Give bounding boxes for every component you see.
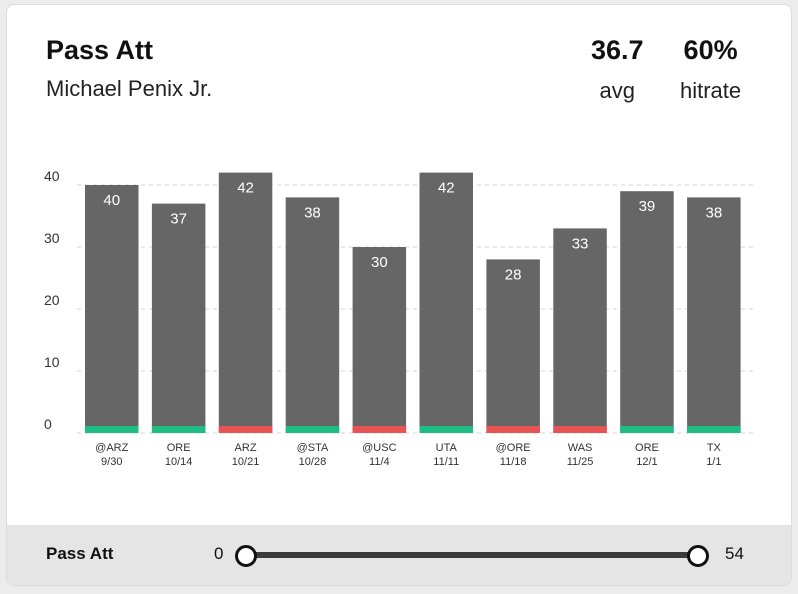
outcome-strip bbox=[553, 426, 607, 433]
x-tick-opponent: @ARZ bbox=[95, 442, 128, 454]
hitrate-label: hitrate bbox=[680, 78, 742, 103]
bar bbox=[687, 197, 741, 433]
outcome-strip bbox=[687, 426, 741, 433]
bar-value-label: 30 bbox=[371, 254, 388, 271]
bar bbox=[352, 247, 407, 433]
y-tick-label: 0 bbox=[44, 416, 52, 432]
x-tick-opponent: @STA bbox=[297, 442, 329, 454]
bar-value-label: 40 bbox=[103, 192, 120, 209]
bar bbox=[553, 228, 607, 433]
bar bbox=[620, 191, 674, 433]
bar bbox=[85, 185, 139, 433]
x-tick-opponent: WAS bbox=[568, 442, 593, 454]
hitrate-stat: 60% hitrate bbox=[680, 35, 741, 104]
bar bbox=[486, 259, 540, 433]
bar-value-label: 39 bbox=[639, 198, 656, 215]
outcome-strip bbox=[352, 426, 407, 433]
prop-card: Pass Att Michael Penix Jr. 36.7 avg 60% … bbox=[6, 4, 792, 586]
outcome-strip bbox=[285, 426, 340, 433]
bar bbox=[419, 172, 473, 433]
outcome-strip bbox=[620, 426, 674, 433]
x-tick-opponent: UTA bbox=[436, 442, 458, 454]
x-tick-date: 11/4 bbox=[369, 456, 390, 468]
x-tick-date: 11/18 bbox=[500, 456, 527, 468]
x-tick-date: 11/25 bbox=[567, 456, 594, 468]
stat-title: Pass Att bbox=[46, 35, 154, 65]
range-slider-max-handle[interactable] bbox=[687, 545, 709, 567]
bar-value-label: 37 bbox=[170, 211, 187, 228]
outcome-strip bbox=[419, 426, 473, 433]
x-tick-date: 9/30 bbox=[101, 456, 122, 468]
x-tick-date: 11/11 bbox=[433, 456, 459, 468]
x-tick-opponent: @ORE bbox=[496, 442, 531, 454]
x-tick-opponent: ORE bbox=[635, 442, 659, 454]
hitrate-value: 60% bbox=[683, 35, 738, 65]
range-slider-min-handle[interactable] bbox=[235, 545, 257, 567]
bar bbox=[151, 203, 206, 433]
bar-value-label: 38 bbox=[706, 204, 723, 221]
avg-stat: 36.7 avg bbox=[591, 35, 644, 104]
outcome-strip bbox=[151, 426, 206, 433]
y-tick-label: 40 bbox=[44, 168, 60, 184]
avg-value: 36.7 bbox=[591, 35, 644, 65]
bar-value-label: 42 bbox=[438, 180, 455, 197]
x-tick-opponent: @USC bbox=[362, 442, 396, 454]
player-name: Michael Penix Jr. bbox=[46, 76, 213, 101]
bar-value-label: 38 bbox=[304, 204, 321, 221]
avg-label: avg bbox=[599, 78, 636, 103]
x-tick-opponent: ARZ bbox=[235, 442, 257, 454]
x-tick-date: 10/28 bbox=[299, 456, 327, 468]
range-max-value: 54 bbox=[725, 544, 744, 563]
bar-value-label: 33 bbox=[572, 235, 589, 252]
x-tick-date: 12/1 bbox=[636, 456, 657, 468]
x-tick-date: 10/14 bbox=[165, 456, 193, 468]
y-tick-label: 20 bbox=[44, 292, 60, 308]
bar bbox=[218, 172, 273, 433]
range-min-value: 0 bbox=[214, 544, 224, 563]
range-slider-track[interactable] bbox=[245, 552, 699, 558]
range-filter-label: Pass Att bbox=[46, 544, 114, 563]
range-filter: Pass Att 0 54 bbox=[7, 525, 791, 585]
x-tick-date: 10/21 bbox=[232, 456, 260, 468]
outcome-strip bbox=[85, 426, 139, 433]
outcome-strip bbox=[486, 426, 540, 433]
bar-value-label: 42 bbox=[237, 180, 254, 197]
y-tick-label: 10 bbox=[44, 354, 60, 370]
x-tick-opponent: ORE bbox=[167, 442, 191, 454]
bar-value-label: 28 bbox=[505, 266, 522, 283]
x-tick-opponent: TX bbox=[707, 442, 722, 454]
bar bbox=[285, 197, 340, 433]
outcome-strip bbox=[218, 426, 273, 433]
pass-att-bar-chart: 0 10 20 30 40 40 @ARZ 9/30 37 ORE 10/14 42 ARZ 10/21 3… bbox=[44, 168, 755, 468]
x-tick-date: 1/1 bbox=[706, 456, 721, 468]
y-tick-label: 30 bbox=[44, 230, 60, 246]
